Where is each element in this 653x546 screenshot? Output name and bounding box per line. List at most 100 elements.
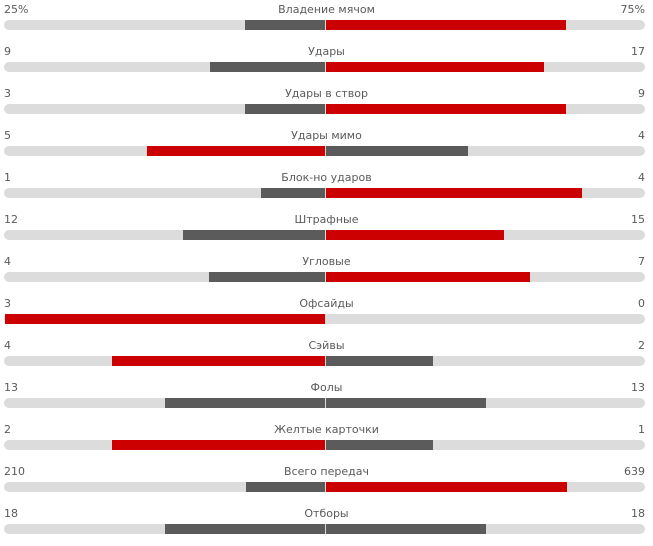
home-bar-track — [4, 482, 325, 492]
away-bar-fill — [326, 398, 486, 408]
away-bar-fill — [326, 146, 468, 156]
home-value: 12 — [4, 213, 18, 226]
away-bar-track — [325, 146, 645, 156]
stat-row: 3 Офсайды 0 — [0, 294, 653, 336]
stat-row: 12 Штрафные 15 — [0, 210, 653, 252]
stat-label: Блок-но ударов — [281, 171, 372, 184]
away-value: 9 — [638, 87, 645, 100]
away-bar-track — [325, 398, 645, 408]
away-bar-track — [325, 230, 645, 240]
away-bar-fill — [326, 440, 433, 450]
home-value: 4 — [4, 339, 11, 352]
stat-label: Офсайды — [299, 297, 354, 310]
stat-label: Фолы — [310, 381, 343, 394]
away-bar-track — [325, 482, 645, 492]
stat-label: Сэйвы — [308, 339, 345, 352]
home-bar-track — [4, 104, 325, 114]
home-bar-fill — [245, 104, 325, 114]
stat-row: 9 Удары 17 — [0, 42, 653, 84]
away-bar-track — [325, 104, 645, 114]
stat-row: 13 Фолы 13 — [0, 378, 653, 420]
away-bar-fill — [326, 104, 566, 114]
stat-row: 3 Удары в створ 9 — [0, 84, 653, 126]
away-bar-fill — [326, 20, 566, 30]
home-bar-track — [4, 272, 325, 282]
stat-row: 18 Отборы 18 — [0, 504, 653, 546]
home-bar-fill — [147, 146, 325, 156]
home-bar-fill — [183, 230, 325, 240]
stat-row: 4 Сэйвы 2 — [0, 336, 653, 378]
stat-row: 1 Блок-но ударов 4 — [0, 168, 653, 210]
home-bar-fill — [5, 314, 325, 324]
home-value: 9 — [4, 45, 11, 58]
home-bar-fill — [112, 356, 325, 366]
away-bar-fill — [326, 230, 504, 240]
away-bar-track — [325, 62, 645, 72]
home-value: 3 — [4, 297, 11, 310]
away-value: 4 — [638, 171, 645, 184]
home-bar-track — [4, 398, 325, 408]
stat-label: Удары в створ — [285, 87, 368, 100]
stat-label: Штрафные — [294, 213, 359, 226]
home-bar-fill — [112, 440, 325, 450]
away-value: 639 — [624, 465, 645, 478]
home-value: 5 — [4, 129, 11, 142]
away-bar-track — [325, 356, 645, 366]
home-bar-fill — [165, 524, 325, 534]
away-bar-track — [325, 440, 645, 450]
home-bar-track — [4, 20, 325, 30]
stat-label: Удары — [308, 45, 345, 58]
home-bar-track — [4, 230, 325, 240]
home-bar-track — [4, 440, 325, 450]
away-value: 13 — [631, 381, 645, 394]
home-value: 18 — [4, 507, 18, 520]
home-value: 1 — [4, 171, 11, 184]
home-value: 3 — [4, 87, 11, 100]
stat-row: 210 Всего передач 639 — [0, 462, 653, 504]
stat-row: 4 Угловые 7 — [0, 252, 653, 294]
away-bar-track — [325, 272, 645, 282]
home-bar-track — [4, 146, 325, 156]
away-value: 2 — [638, 339, 645, 352]
home-bar-fill — [246, 482, 325, 492]
home-bar-track — [4, 188, 325, 198]
home-value: 210 — [4, 465, 25, 478]
away-bar-track — [325, 314, 645, 324]
home-value: 2 — [4, 423, 11, 436]
away-value: 75% — [620, 3, 645, 16]
stat-label: Отборы — [304, 507, 349, 520]
stat-label: Удары мимо — [291, 129, 362, 142]
away-value: 17 — [631, 45, 645, 58]
home-bar-fill — [245, 20, 325, 30]
home-value: 4 — [4, 255, 11, 268]
away-bar-fill — [326, 524, 486, 534]
home-value: 25% — [4, 3, 29, 16]
away-bar-fill — [326, 62, 544, 72]
home-bar-fill — [209, 272, 325, 282]
away-value: 0 — [638, 297, 645, 310]
away-value: 4 — [638, 129, 645, 142]
stat-label: Владение мячом — [278, 3, 375, 16]
stat-label: Угловые — [302, 255, 351, 268]
home-bar-track — [4, 524, 325, 534]
away-bar-fill — [326, 356, 433, 366]
home-bar-fill — [165, 398, 325, 408]
stat-row: 2 Желтые карточки 1 — [0, 420, 653, 462]
home-bar-track — [4, 314, 325, 324]
stat-row: 25% Владение мячом 75% — [0, 0, 653, 42]
stat-row: 5 Удары мимо 4 — [0, 126, 653, 168]
away-bar-track — [325, 524, 645, 534]
away-bar-fill — [326, 482, 567, 492]
away-bar-fill — [326, 272, 530, 282]
away-value: 18 — [631, 507, 645, 520]
home-bar-track — [4, 356, 325, 366]
away-value: 15 — [631, 213, 645, 226]
home-value: 13 — [4, 381, 18, 394]
away-bar-track — [325, 20, 645, 30]
away-bar-track — [325, 188, 645, 198]
home-bar-fill — [210, 62, 325, 72]
stat-label: Желтые карточки — [274, 423, 379, 436]
away-value: 7 — [638, 255, 645, 268]
home-bar-fill — [261, 188, 325, 198]
